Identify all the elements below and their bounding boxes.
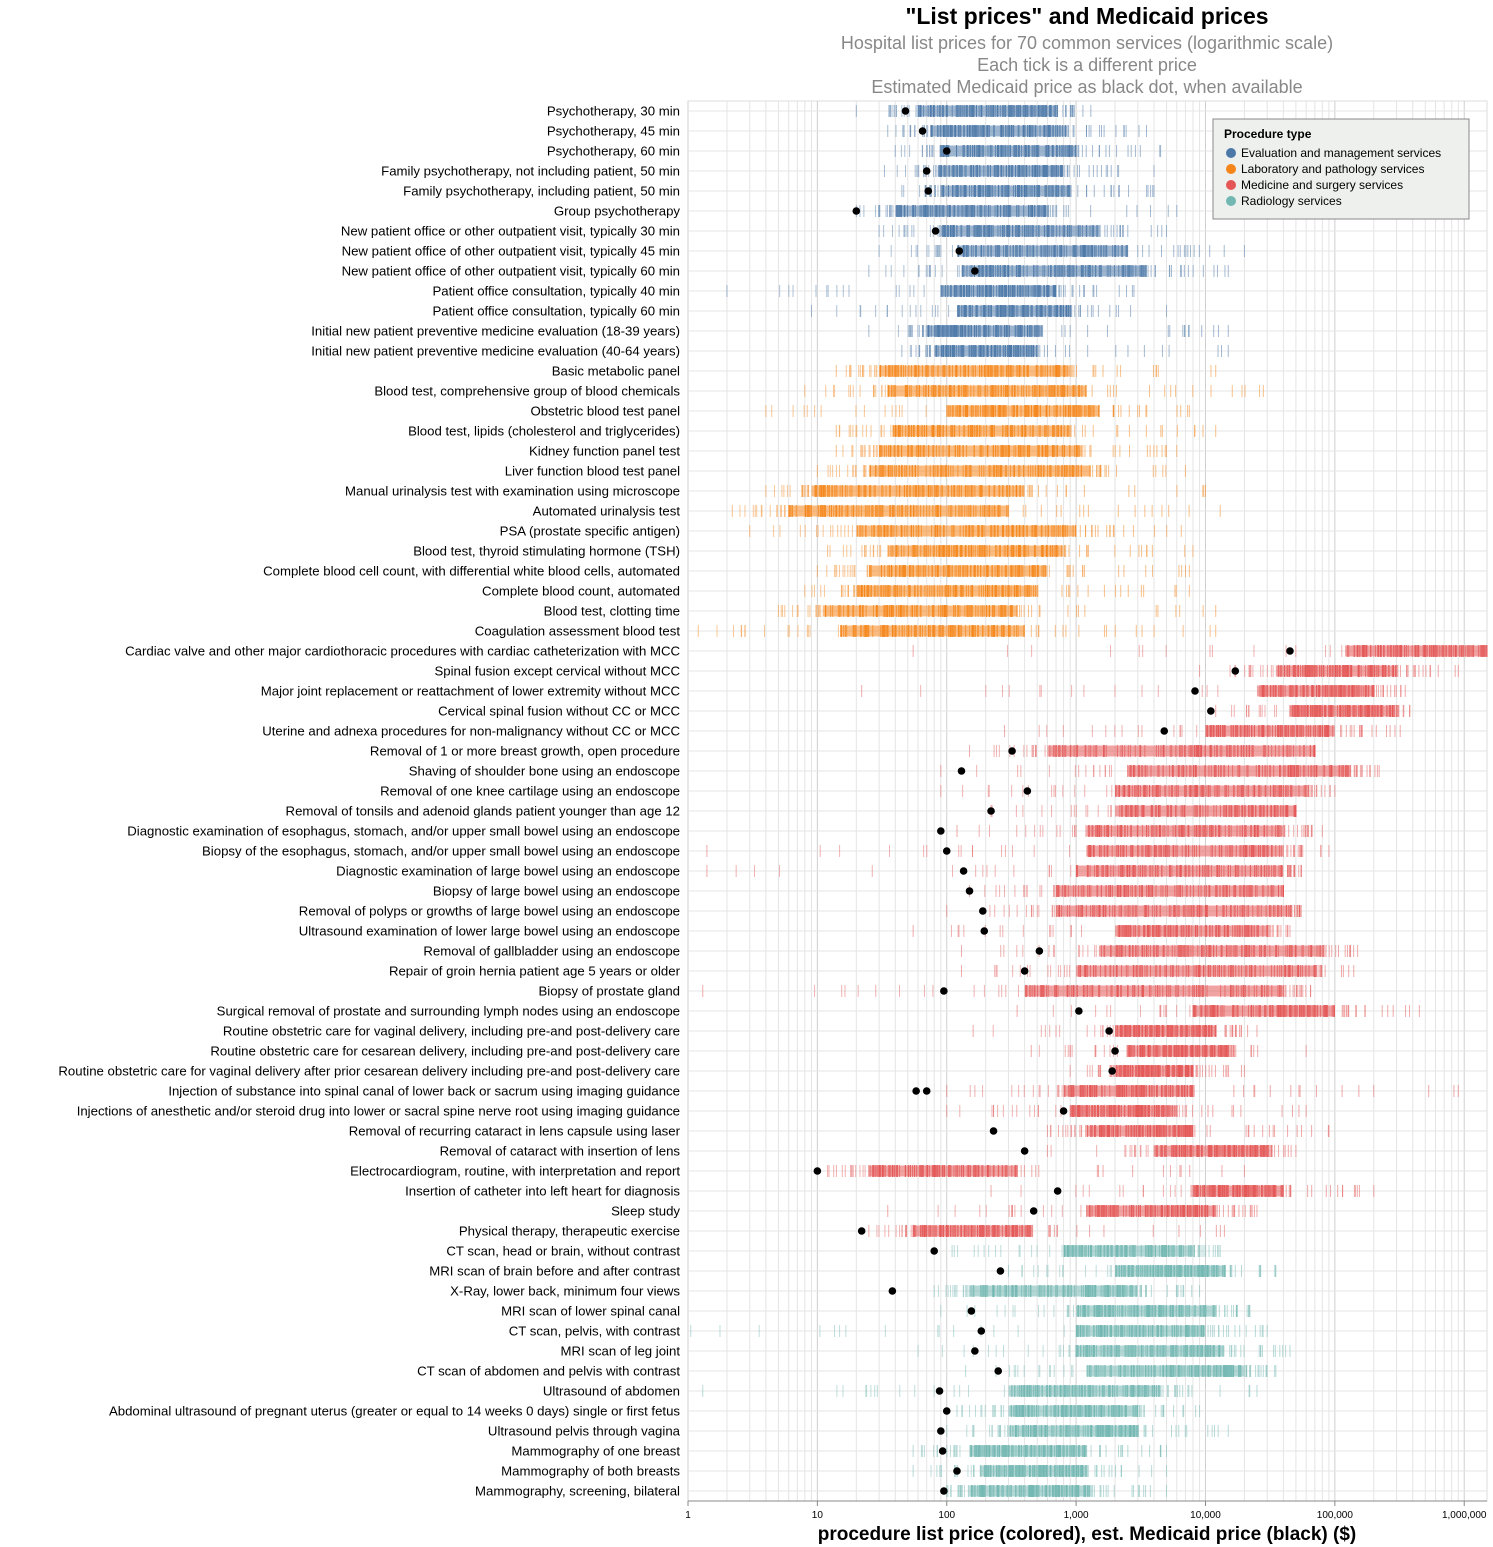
procedure-price-ticks — [878, 245, 1245, 257]
procedure-price-ticks — [901, 345, 1229, 357]
procedure-price-ticks — [878, 225, 1168, 237]
medicaid-price-dot — [955, 247, 964, 255]
medicaid-price-dot — [918, 127, 927, 135]
procedure-price-ticks — [912, 645, 1488, 657]
medicaid-price-dot — [924, 187, 933, 195]
chart-subtitle-line-2: Each tick is a different price — [977, 55, 1197, 75]
procedure-price-ticks — [901, 185, 1155, 197]
procedure-price-ticks — [726, 285, 1135, 297]
price-core-band — [946, 405, 1099, 417]
procedure-price-ticks — [861, 685, 1406, 697]
chart-subtitle-line-1: Hospital list prices for 70 common servi… — [841, 33, 1333, 53]
price-core-band — [788, 505, 1009, 517]
procedure-price-ticks — [816, 465, 1186, 477]
price-core-band — [940, 145, 1077, 157]
medicaid-price-dot — [971, 267, 979, 275]
medicaid-price-dot — [852, 207, 861, 215]
medicaid-price-dot — [1286, 647, 1294, 655]
chart-title: "List prices" and Medicaid prices — [905, 3, 1268, 29]
medicaid-price-dot — [922, 167, 931, 175]
procedure-price-ticks — [855, 105, 1092, 117]
price-core-band — [930, 125, 1067, 137]
procedure-price-ticks — [777, 605, 1217, 617]
medicaid-price-dot — [901, 107, 910, 115]
price-core-band — [868, 465, 1091, 477]
procedure-price-ticks — [835, 365, 1217, 377]
procedure-price-ticks — [765, 405, 1190, 417]
price-core-band — [1256, 685, 1374, 697]
procedure-price-ticks — [887, 125, 1147, 137]
procedure-price-ticks — [749, 525, 1182, 537]
procedure-price-ticks — [810, 305, 1168, 317]
chart-subtitle-line-3: Estimated Medicaid price as black dot, w… — [871, 77, 1302, 97]
procedure-price-ticks — [894, 145, 1162, 157]
price-core-band — [961, 265, 1147, 277]
procedure-price-ticks — [835, 425, 1217, 437]
procedure-price-ticks — [835, 445, 1178, 457]
medicaid-price-dot — [1231, 667, 1240, 675]
price-core-band — [934, 345, 1038, 357]
procedure-price-ticks — [804, 385, 1264, 397]
procedure-price-ticks — [868, 265, 1229, 277]
procedure-price-ticks — [816, 565, 1190, 577]
price-core-band — [879, 365, 1071, 377]
medicaid-price-dot — [942, 147, 951, 155]
marks — [690, 105, 1488, 1497]
procedure-price-ticks — [765, 485, 1206, 497]
procedure-price-ticks — [855, 205, 1178, 217]
procedure-price-ticks — [731, 505, 1221, 517]
procedure-price-ticks — [1199, 665, 1459, 677]
price-core-band — [956, 245, 1128, 257]
procedure-price-ticks — [883, 165, 1155, 177]
procedure-price-ticks — [827, 545, 1194, 557]
grid — [687, 101, 1487, 1501]
procedure-price-ticks — [697, 625, 1217, 637]
medicaid-price-dot — [931, 227, 940, 235]
procedure-price-ticks — [868, 325, 1229, 337]
procedure-price-ticks — [804, 585, 1190, 597]
